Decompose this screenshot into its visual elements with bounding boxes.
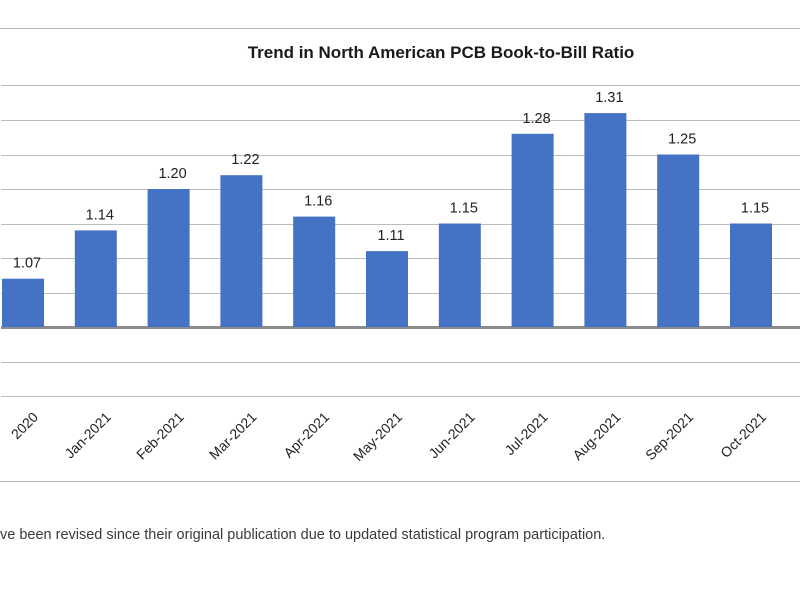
bars: [2, 113, 772, 327]
x-tick-label-Jul-2021: Jul-2021: [501, 409, 550, 458]
bar-Aug-2021: [584, 113, 627, 327]
data-label-Oct-2021: 1.15: [741, 201, 769, 217]
x-tick-label-Dec-2020: 2020: [8, 409, 41, 442]
bar-Dec-2020: [2, 278, 44, 327]
bar-Feb-2021: [147, 189, 190, 327]
data-label-Feb-2021: 1.20: [158, 166, 186, 182]
data-label-Aug-2021: 1.31: [595, 90, 623, 106]
x-axis-labels: 2020 Jan-2021 Feb-2021 Mar-2021 Apr-2021 May-…: [8, 409, 769, 464]
data-label-Apr-2021: 1.16: [304, 194, 332, 210]
bar-Jul-2021: [511, 133, 554, 327]
bar-Sep-2021: [657, 154, 700, 327]
bar-Mar-2021: [220, 175, 263, 327]
data-label-Jul-2021: 1.28: [522, 111, 550, 127]
data-label-Sep-2021: 1.25: [668, 132, 696, 148]
bar-Oct-2021: [730, 223, 772, 327]
data-label-Dec-2020: 1.07: [13, 256, 41, 272]
bar-Jun-2021: [438, 223, 481, 327]
bar-Jan-2021: [74, 230, 117, 327]
x-tick-label-Mar-2021: Mar-2021: [206, 409, 260, 463]
x-tick-label-Jun-2021: Jun-2021: [425, 409, 478, 462]
chart-title: Trend in North American PCB Book-to-Bill…: [248, 43, 635, 62]
data-label-May-2021: 1.11: [377, 228, 404, 244]
bar-Apr-2021: [293, 216, 336, 327]
bar-chart: Trend in North American PCB Book-to-Bill…: [1, 43, 800, 464]
x-tick-label-Jan-2021: Jan-2021: [61, 409, 114, 462]
x-tick-label-Feb-2021: Feb-2021: [133, 409, 187, 463]
data-labels: 1.07 1.14 1.20 1.22 1.16 1.11 1.15 1.28 1.31 1.25…: [13, 90, 769, 272]
data-label-Jan-2021: 1.14: [86, 207, 114, 223]
x-tick-label-Apr-2021: Apr-2021: [280, 409, 332, 461]
x-tick-label-Aug-2021: Aug-2021: [569, 409, 623, 463]
data-label-Mar-2021: 1.22: [231, 152, 259, 168]
x-tick-label-Oct-2021: Oct-2021: [717, 409, 769, 461]
x-tick-label-May-2021: May-2021: [350, 409, 405, 464]
footnote: ve been revised since their original pub…: [0, 527, 606, 543]
data-label-Jun-2021: 1.15: [450, 201, 478, 217]
bar-May-2021: [366, 251, 408, 327]
chart-frame: Trend in North American PCB Book-to-Bill…: [0, 28, 800, 482]
x-tick-label-Sep-2021: Sep-2021: [642, 409, 696, 463]
